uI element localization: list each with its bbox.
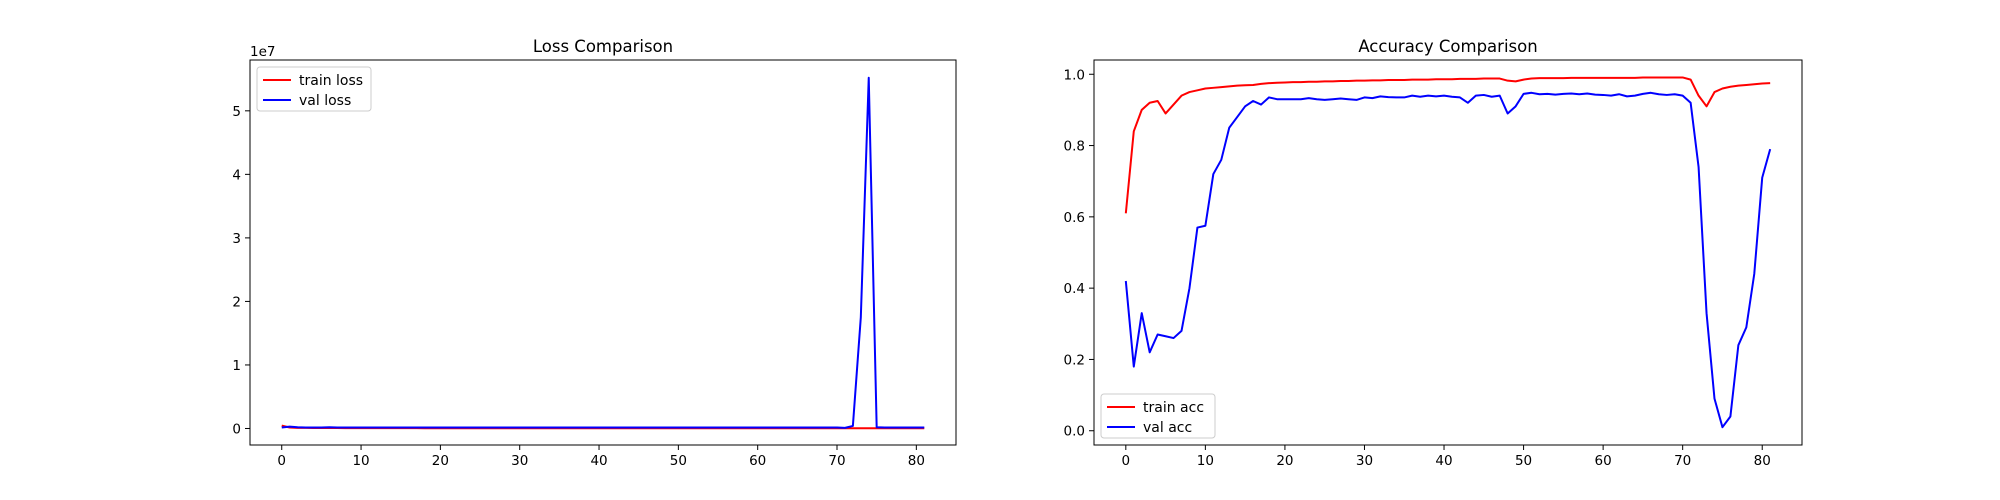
accuracy-x-tick-label: 80 bbox=[1754, 453, 1771, 469]
loss-x-tick-label: 30 bbox=[511, 453, 528, 469]
accuracy-legend: train acc val acc bbox=[1100, 393, 1216, 439]
loss-x-tick-label: 50 bbox=[670, 453, 687, 469]
accuracy-chart: Accuracy Comparison 0 10 20 30 40 50 60 70 80 0.0… bbox=[1064, 37, 1803, 469]
accuracy-legend-label-train-acc: train acc bbox=[1143, 400, 1204, 416]
accuracy-y-tick-label: 0.8 bbox=[1064, 139, 1085, 155]
loss-x-tick-label: 70 bbox=[828, 453, 845, 469]
accuracy-x-tick-label: 10 bbox=[1197, 453, 1214, 469]
accuracy-x-tick-label: 20 bbox=[1276, 453, 1293, 469]
accuracy-legend-label-val-acc: val acc bbox=[1143, 420, 1192, 436]
loss-y-tick-label: 4 bbox=[232, 167, 241, 183]
loss-chart-title: Loss Comparison bbox=[533, 37, 673, 56]
loss-x-tick-label: 0 bbox=[277, 453, 286, 469]
loss-y-offset-label: 1e7 bbox=[250, 44, 275, 60]
accuracy-x-tick-label: 30 bbox=[1356, 453, 1373, 469]
loss-y-tick-label: 5 bbox=[232, 104, 241, 120]
accuracy-series-val-acc bbox=[1124, 91, 1772, 429]
loss-y-tick-label: 3 bbox=[232, 231, 241, 247]
accuracy-series-train-acc bbox=[1124, 76, 1771, 214]
accuracy-x-tick-label: 50 bbox=[1515, 453, 1532, 469]
loss-series-val-loss bbox=[281, 76, 925, 429]
accuracy-x-tick-label: 40 bbox=[1435, 453, 1452, 469]
loss-x-tick-label: 10 bbox=[352, 453, 369, 469]
loss-legend: train loss val loss bbox=[256, 66, 372, 112]
loss-y-tick-label: 1 bbox=[232, 358, 241, 374]
accuracy-y-tick-label: 1.0 bbox=[1064, 67, 1085, 83]
accuracy-y-tick-label: 0.6 bbox=[1064, 210, 1085, 226]
accuracy-y-tick-label: 0.4 bbox=[1064, 281, 1085, 297]
loss-x-tick-label: 40 bbox=[590, 453, 607, 469]
accuracy-x-tick-label: 60 bbox=[1595, 453, 1612, 469]
accuracy-axes-frame bbox=[1093, 59, 1803, 446]
loss-x-tick-label: 60 bbox=[749, 453, 766, 469]
accuracy-x-tick-label: 70 bbox=[1674, 453, 1691, 469]
accuracy-x-tick-label: 0 bbox=[1122, 453, 1131, 469]
accuracy-chart-title: Accuracy Comparison bbox=[1358, 37, 1537, 56]
accuracy-y-tick-label: 0.2 bbox=[1064, 352, 1085, 368]
loss-legend-label-train-loss: train loss bbox=[299, 73, 363, 89]
loss-axes-frame bbox=[249, 59, 957, 446]
accuracy-y-tick-label: 0.0 bbox=[1064, 424, 1085, 440]
loss-legend-label-val-loss: val loss bbox=[299, 93, 351, 109]
loss-y-tick-label: 2 bbox=[232, 294, 241, 310]
loss-chart: Loss Comparison 1e7 0 10 20 30 40 50 60 70 80 0 1 2… bbox=[232, 37, 957, 469]
loss-x-tick-label: 80 bbox=[908, 453, 925, 469]
loss-y-tick-label: 0 bbox=[232, 421, 241, 437]
loss-x-tick-label: 20 bbox=[432, 453, 449, 469]
